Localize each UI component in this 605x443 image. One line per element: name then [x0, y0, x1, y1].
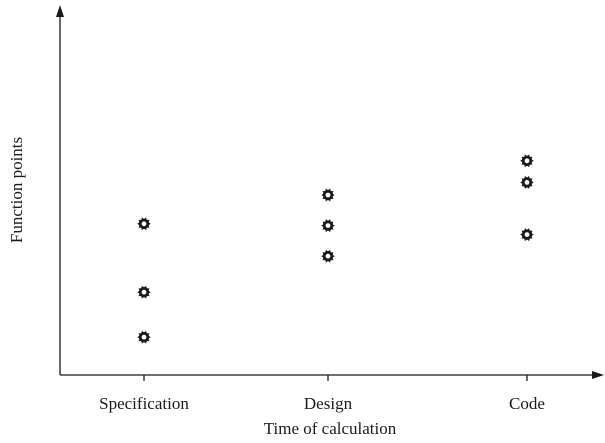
- data-point-specification-2: [137, 330, 151, 344]
- data-point-specification-0: [137, 217, 151, 231]
- data-point-design-5: [321, 249, 335, 263]
- y-axis-label: Function points: [7, 137, 26, 243]
- data-point-specification-1: [137, 285, 151, 299]
- data-point-code-6: [520, 154, 534, 168]
- data-point-code-7: [520, 175, 534, 189]
- data-point-design-4: [321, 219, 335, 233]
- x-tick-label-specification: Specification: [99, 394, 189, 413]
- data-points: [137, 154, 534, 344]
- x-ticks: [143, 375, 528, 381]
- y-axis-arrow-icon: [56, 5, 64, 17]
- data-point-code-8: [520, 228, 534, 242]
- x-tick-label-design: Design: [304, 394, 353, 413]
- x-axis-arrow-icon: [592, 371, 604, 379]
- x-tick-labels: Specification Design Code: [99, 394, 545, 413]
- x-tick-label-code: Code: [509, 394, 545, 413]
- x-axis-label: Time of calculation: [264, 419, 397, 438]
- data-point-design-3: [321, 188, 335, 202]
